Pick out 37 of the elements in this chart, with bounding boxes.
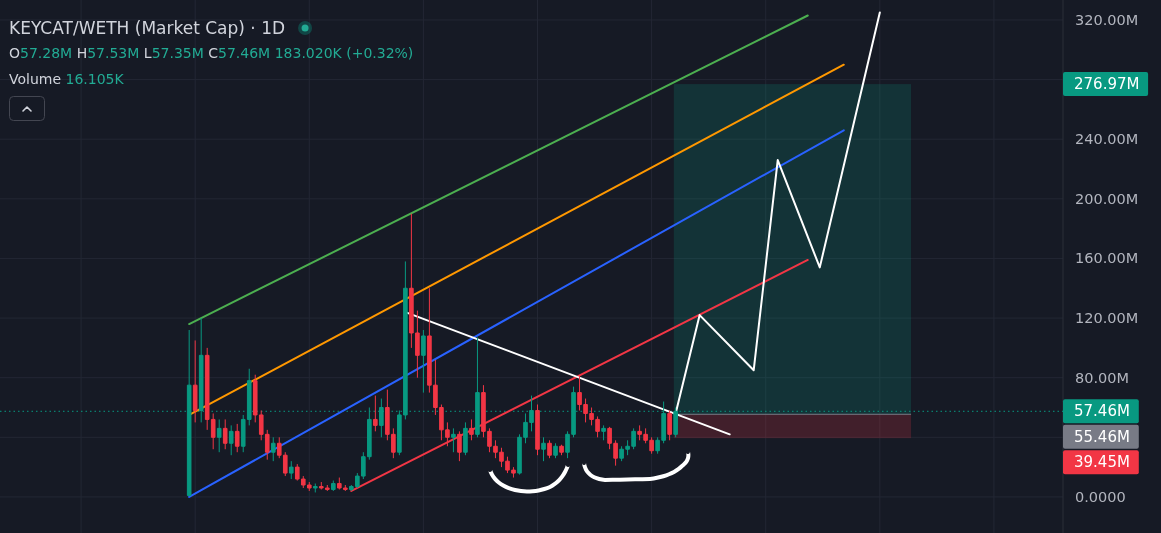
candlestick [312,483,318,493]
candlestick [673,407,678,438]
y-tick-label: 240.00M [1075,131,1139,148]
candlestick [547,439,552,459]
text: 276.97M [1074,75,1140,94]
annotation: Volume 16.105K [9,71,125,87]
y-tick-label: 0.0000 [1075,488,1126,505]
text: 39.45M [1074,453,1130,472]
candlestick [541,436,546,462]
ref-line-label: 57.46M [1074,402,1130,421]
candlestick [421,329,426,394]
candlestick [667,409,672,441]
y-tick-label: 160.00M [1075,250,1139,267]
candlestick [373,395,378,432]
candlestick [228,424,234,456]
candlestick [331,480,336,492]
y-tick-label: 200.00M [1075,190,1139,207]
candlestick [559,444,564,456]
candlestick [553,442,558,459]
candlestick [535,404,540,456]
candlestick [192,339,198,423]
y-tick-label: 320.00M [1075,11,1139,28]
candlestick [222,418,228,450]
y-tick-label: 80.00M [1075,369,1130,386]
candlestick [463,421,468,456]
text: O57.28M H57.53M L57.35M C57.46M 183.020K (+0.32%) [9,45,414,61]
candlestick [216,418,222,453]
candlestick [270,436,276,462]
candlestick [288,460,294,480]
text: KEYCAT/WETH (Market Cap) · 1D [9,18,286,38]
candlestick [601,424,606,441]
candlestick [234,423,240,453]
candlestick [469,418,474,441]
candlestick [451,427,456,453]
text: 55.46M [1074,427,1130,446]
y-tick-label: 120.00M [1075,310,1139,327]
candlestick [457,430,462,462]
